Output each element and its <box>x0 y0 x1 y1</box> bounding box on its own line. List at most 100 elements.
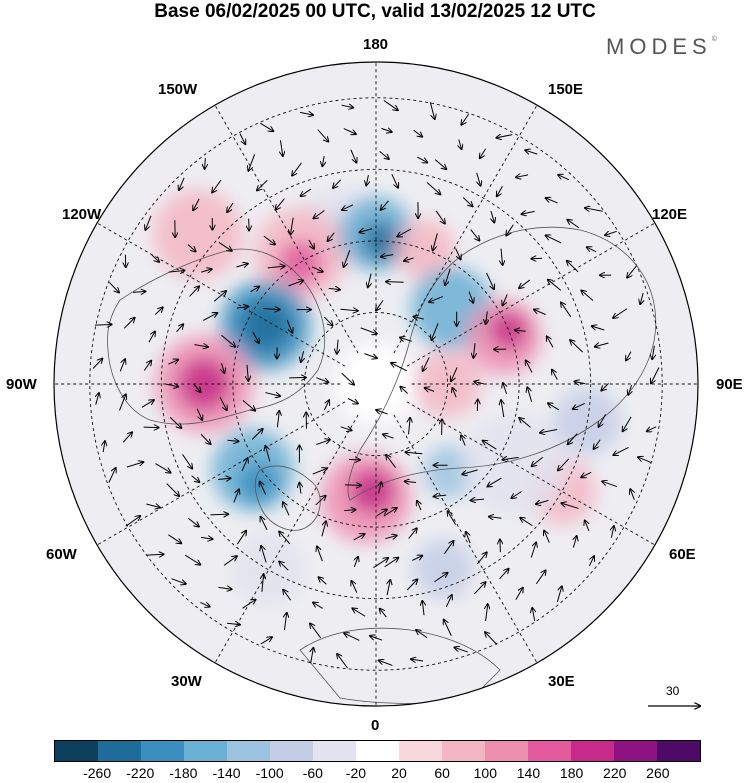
wind-arrow <box>468 291 473 303</box>
wind-arrow <box>561 503 579 509</box>
wind-arrow <box>182 454 193 468</box>
wind-arrow <box>342 204 354 210</box>
wind-arrow <box>247 364 248 381</box>
wind-arrow <box>200 537 213 539</box>
wind-arrow <box>461 435 465 446</box>
wind-arrow <box>286 319 292 333</box>
wind-arrow <box>241 458 248 471</box>
wind-arrow <box>552 370 558 380</box>
wind-arrow <box>386 282 404 283</box>
wind-arrow <box>260 482 267 495</box>
coastline-eurasia <box>347 226 657 501</box>
wind-arrow <box>218 241 232 250</box>
wind-arrow <box>288 280 304 287</box>
wind-arrow <box>405 452 423 454</box>
wind-arrow <box>422 601 424 616</box>
wind-arrow <box>397 228 412 237</box>
wind-arrow <box>284 613 286 631</box>
wind-arrow <box>213 291 226 302</box>
colorbar-ticks: -260 -220 -180 -140 -100 -60 -20 20 60 100 140 180 2… <box>0 765 750 783</box>
wind-arrow <box>222 363 225 373</box>
wind-arrow <box>252 331 259 343</box>
wind-arrow <box>200 434 210 444</box>
anomaly-blob <box>489 311 528 350</box>
wind-arrow <box>212 179 222 192</box>
wind-arrow <box>595 343 609 347</box>
lon-label-60w: 60W <box>46 546 77 563</box>
wind-arrow <box>476 552 486 565</box>
wind-arrow <box>154 307 162 315</box>
wind-arrow <box>279 532 291 545</box>
lon-label-120w: 120W <box>62 206 102 223</box>
colorbar-tick-label: 220 <box>603 765 627 781</box>
wind-arrow <box>366 175 368 185</box>
colorbar-tick-label: 180 <box>559 765 584 781</box>
wind-arrow <box>501 400 504 418</box>
wind-arrow <box>417 501 421 511</box>
wind-arrow <box>328 232 335 241</box>
wind-arrow <box>184 554 200 564</box>
wind-arrow <box>594 439 601 449</box>
wind-arrow <box>499 569 509 580</box>
colorbar-cell <box>571 741 614 761</box>
wind-arrow <box>176 324 184 333</box>
wind-arrow <box>486 604 488 622</box>
wind-arrow <box>165 384 178 387</box>
wind-arrow <box>462 469 478 474</box>
wind-arrow <box>411 659 424 661</box>
wind-arrow <box>511 491 522 499</box>
wind-arrow <box>574 381 586 383</box>
wind-arrow <box>311 648 314 664</box>
colorbar-cell <box>399 741 442 761</box>
lon-label-90e: 90E <box>716 376 743 393</box>
wind-arrow <box>265 393 280 397</box>
wind-arrow <box>283 590 292 601</box>
wind-arrow <box>203 313 217 321</box>
wind-arrow <box>423 357 430 370</box>
wind-arrow <box>383 434 394 438</box>
wind-arrow <box>502 294 508 305</box>
lon-label-0: 0 <box>371 717 380 734</box>
wind-arrow <box>435 210 445 224</box>
wind-arrow <box>434 495 447 496</box>
wind-arrow <box>364 353 376 359</box>
lon-label-30e: 30E <box>548 673 575 690</box>
wind-arrow <box>585 208 603 211</box>
wind-arrow <box>406 579 417 591</box>
colorbar-tick-label: -140 <box>212 765 241 781</box>
wind-arrow <box>383 100 398 110</box>
wind-arrow <box>236 531 246 545</box>
colorbar-cell <box>528 741 571 761</box>
wind-arrow <box>599 414 606 426</box>
wind-arrow <box>527 387 533 402</box>
wind-arrow <box>340 427 352 430</box>
wind-arrow <box>321 521 326 537</box>
wind-arrow <box>227 202 234 212</box>
wind-arrow <box>426 182 440 194</box>
wind-arrow <box>483 441 497 450</box>
wind-arrow <box>319 577 327 585</box>
colorbar-cell <box>485 741 528 761</box>
wind-scale-label: 30 <box>666 684 680 698</box>
anomaly-blob <box>394 219 455 280</box>
wind-arrow <box>487 477 502 486</box>
wind-arrow <box>546 198 558 204</box>
colorbar-cell <box>313 741 356 761</box>
anomaly-blob <box>349 468 395 514</box>
wind-arrow <box>379 660 393 666</box>
wind-arrow <box>561 302 572 318</box>
wind-arrow <box>455 248 461 259</box>
wind-arrow <box>323 400 329 411</box>
wind-arrow <box>473 343 475 358</box>
wind-arrow <box>459 139 462 150</box>
colorbar-cell <box>614 741 657 761</box>
lon-label-150e: 150E <box>548 81 584 98</box>
wind-arrow <box>210 514 228 515</box>
wind-arrow <box>534 310 546 315</box>
latitude-circle <box>303 311 449 457</box>
wind-arrow <box>381 128 391 132</box>
wind-arrow <box>146 554 164 555</box>
wind-arrow <box>547 336 554 348</box>
wind-arrow <box>119 394 125 411</box>
wind-arrow <box>627 265 637 277</box>
